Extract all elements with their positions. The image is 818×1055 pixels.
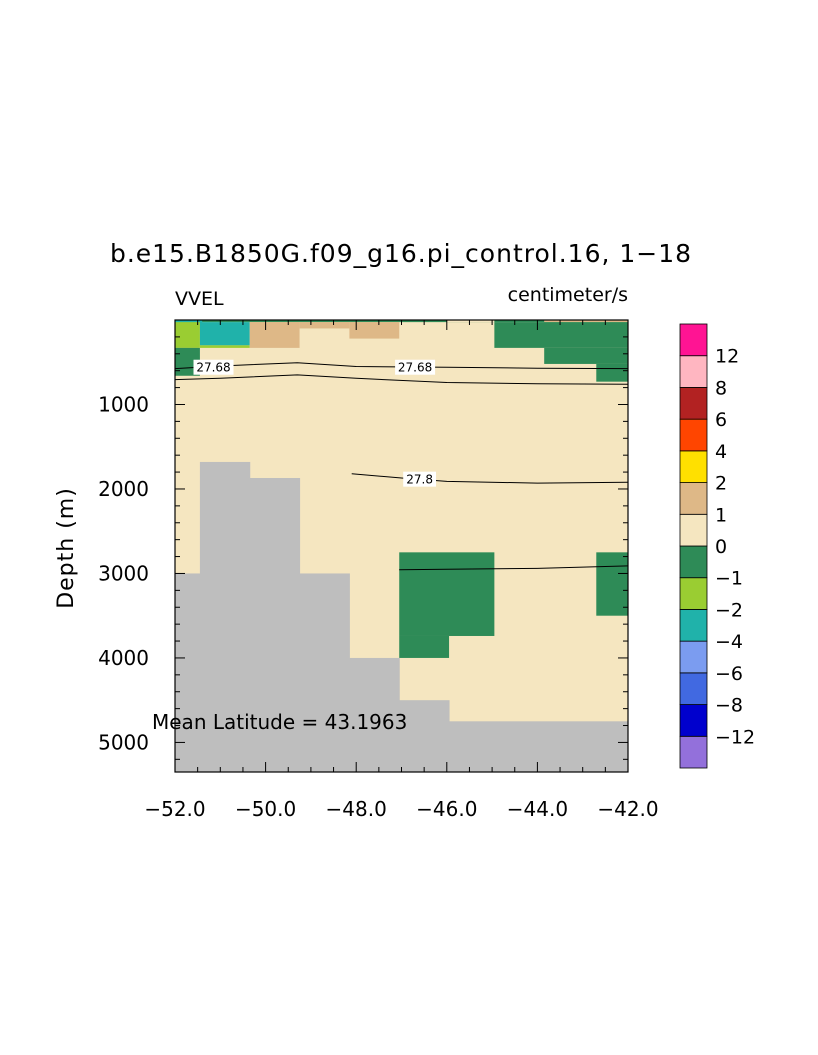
field-patch-11 xyxy=(494,322,628,348)
field-patch-12 xyxy=(544,347,628,364)
colorbar-label-8: 2 xyxy=(715,473,727,495)
colorbar-label-6: 0 xyxy=(715,536,727,558)
colorbar-label-4: −2 xyxy=(715,599,743,621)
y-tick-label-2: 3000 xyxy=(98,561,149,585)
colorbar-label-12: 12 xyxy=(715,346,739,368)
plot-area xyxy=(175,320,629,772)
colorbar-label-5: −1 xyxy=(715,568,743,590)
colorbar-box-4 xyxy=(679,609,708,642)
x-tick-label-2: −48.0 xyxy=(326,797,387,821)
colorbar-box-1 xyxy=(679,704,708,737)
colorbar-label-11: 8 xyxy=(715,377,727,399)
contour-line-2 xyxy=(351,473,629,484)
land-column-3 xyxy=(299,573,350,772)
field-patch-4 xyxy=(199,322,250,346)
colorbar-box-2 xyxy=(679,672,708,705)
colorbar-box-8 xyxy=(679,482,708,515)
land-column-0 xyxy=(175,573,201,772)
colorbar-box-6 xyxy=(679,545,708,579)
y-tick-label-3: 4000 xyxy=(98,646,149,670)
contour-label-2-0: 27.8 xyxy=(406,473,433,487)
y-axis-title: Depth (m) xyxy=(54,487,79,609)
x-tick-label-5: −42.0 xyxy=(597,797,658,821)
field-patch-2 xyxy=(175,322,200,348)
field-patch-15 xyxy=(399,635,450,658)
land-column-4 xyxy=(349,657,400,772)
x-tick-label-4: −44.0 xyxy=(507,797,568,821)
field-patch-1 xyxy=(175,320,203,323)
field-patch-6 xyxy=(249,322,300,348)
x-tick-label-0: −52.0 xyxy=(144,797,205,821)
density-contours: 27.68 27.68 27.8 xyxy=(174,359,629,571)
y-tick-label-4: 5000 xyxy=(98,730,149,754)
colorbar-label-9: 4 xyxy=(715,441,727,463)
colorbar-box-11 xyxy=(679,387,708,420)
y-tick-label-1: 2000 xyxy=(98,477,149,501)
contour-line-3 xyxy=(399,565,629,571)
mean-latitude-annotation: Mean Latitude = 43.1963 xyxy=(152,710,407,734)
contour-label-bg-0-1 xyxy=(395,359,436,375)
colorbar-box-0 xyxy=(679,735,708,769)
field-patch-13 xyxy=(596,363,628,382)
land-column-1 xyxy=(199,461,251,772)
colorbar-box-9 xyxy=(679,450,708,483)
y-tick-label-0: 1000 xyxy=(98,392,149,416)
colorbar-label-1: −8 xyxy=(715,695,743,717)
colorbar-box-7 xyxy=(679,513,708,547)
units-label: centimeter/s xyxy=(508,284,628,306)
field-patch-16 xyxy=(596,552,628,616)
x-tick-label-1: −50.0 xyxy=(235,797,296,821)
contour-label-0-1: 27.68 xyxy=(398,361,432,375)
contour-label-0-0: 27.68 xyxy=(196,361,230,375)
colorbar-box-10 xyxy=(679,418,708,452)
colorbar-label-2: −6 xyxy=(715,663,743,685)
land-column-2 xyxy=(249,477,301,772)
colorbar-box-5 xyxy=(679,577,708,610)
colorbar-box-3 xyxy=(679,640,708,674)
field-patch-7 xyxy=(299,322,350,329)
axes: −52.0 −50.0 −48.0 −46.0 −44.0 −42.0 1000 2000 30… xyxy=(98,319,659,821)
colorbar-label-3: −4 xyxy=(715,631,743,653)
x-tick-label-3: −46.0 xyxy=(416,797,477,821)
land-column-6 xyxy=(449,721,629,772)
colorbar-label-10: 6 xyxy=(715,409,727,431)
variable-label: VVEL xyxy=(175,288,224,310)
colorbar-box-13 xyxy=(679,323,708,357)
colorbar-label-0: −12 xyxy=(715,726,755,748)
contour-line-1 xyxy=(174,374,629,385)
land-column-5 xyxy=(399,700,450,772)
field-patch-8 xyxy=(349,322,400,339)
colorbar-box-12 xyxy=(679,355,708,388)
field-patch-14 xyxy=(399,552,495,636)
field-patch-9 xyxy=(446,320,495,323)
contour-label-bg-0-0 xyxy=(193,359,234,375)
field-patch-10 xyxy=(544,320,628,323)
plot-title: b.e15.B1850G.f09_g16.pi_control.16, 1−18 xyxy=(110,239,692,268)
contour-label-bg-2-0 xyxy=(403,471,437,487)
colorbar-label-7: 1 xyxy=(715,504,727,526)
field-patch-5 xyxy=(199,345,250,348)
